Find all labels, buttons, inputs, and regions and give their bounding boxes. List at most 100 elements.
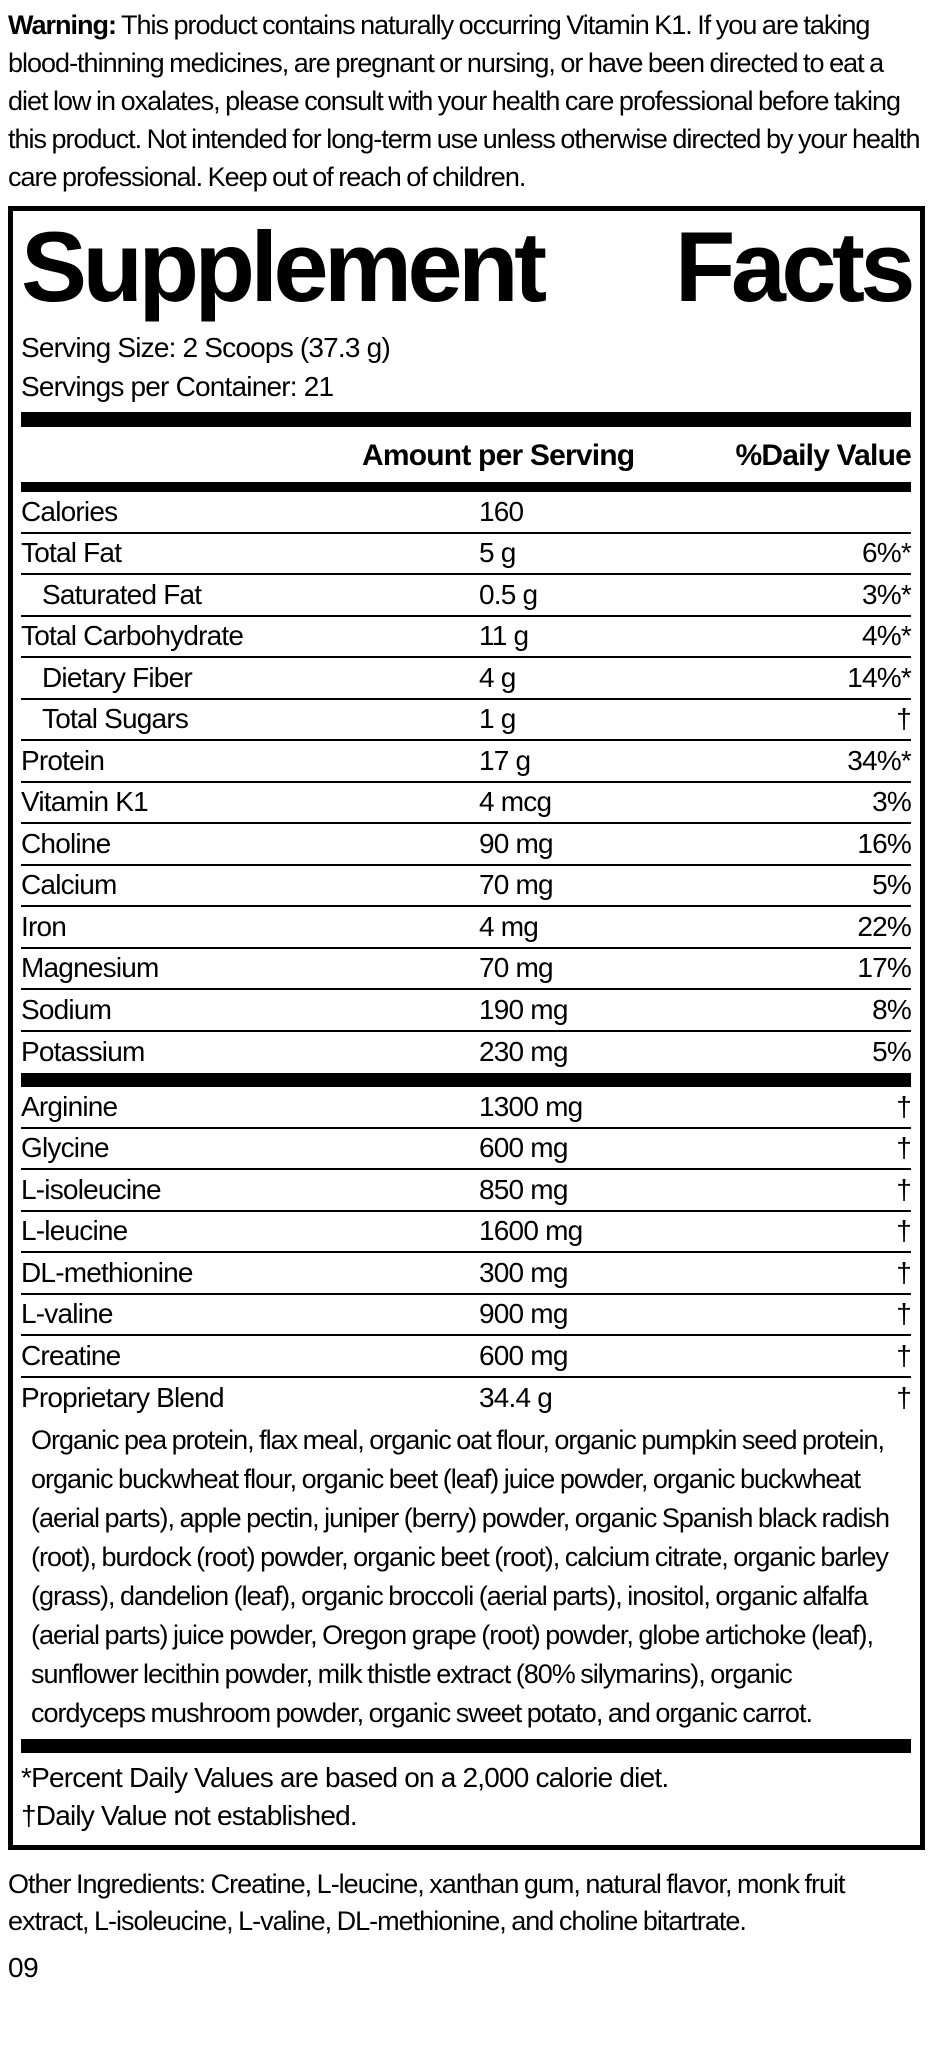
nutrient-daily-value: 14%* xyxy=(847,661,912,693)
nutrient-name: Iron xyxy=(21,910,67,942)
nutrient-name: Arginine xyxy=(21,1090,118,1122)
table-row: Calories 160 xyxy=(21,492,911,534)
nutrient-name: L-leucine xyxy=(21,1215,128,1247)
table-row: Choline 90 mg 16% xyxy=(21,824,912,866)
nutrient-amount: 1300 mg xyxy=(479,1090,583,1122)
nutrient-name: Choline xyxy=(21,827,111,859)
nutrient-amount: 70 mg xyxy=(479,869,554,901)
nutrient-amount: 1600 mg xyxy=(479,1215,583,1247)
warning-paragraph: Warning: This product contains naturally… xyxy=(8,6,925,196)
nutrient-daily-value: † xyxy=(896,1339,912,1371)
table-row: L-valine 900 mg † xyxy=(21,1295,912,1337)
nutrient-daily-value: 16% xyxy=(857,827,911,859)
nutrient-amount: 900 mg xyxy=(479,1298,568,1330)
divider-bar-medium xyxy=(21,482,911,493)
footnote-percent-daily-value: *Percent Daily Values are based on a 2,0… xyxy=(21,1762,669,1794)
table-row: Total Carbohydrate 11 g 4%* xyxy=(21,617,912,659)
nutrient-daily-value: † xyxy=(896,1132,912,1164)
proprietary-blend-description: Organic pea protein, flax meal, organic … xyxy=(31,1425,890,1729)
nutrient-amount: 190 mg xyxy=(479,993,568,1025)
table-row: L-isoleucine 850 mg † xyxy=(21,1170,912,1212)
nutrient-daily-value: † xyxy=(896,1298,912,1330)
nutrient-daily-value: † xyxy=(896,1173,912,1205)
nutrient-amount: 17 g xyxy=(479,744,531,776)
nutrient-name: Glycine xyxy=(21,1132,110,1164)
nutrient-amount: 160 xyxy=(479,495,524,527)
table-row: Iron 4 mg 22% xyxy=(21,907,912,949)
servings-per-container: Servings per Container: 21 xyxy=(21,371,334,403)
nutrient-amount: 0.5 g xyxy=(479,578,538,610)
nutrient-daily-value: † xyxy=(896,1382,912,1414)
supplement-facts-panel: Supplement Facts Serving Size: 2 Scoops … xyxy=(8,206,925,1851)
divider-bar-thick xyxy=(21,1073,911,1088)
nutrient-daily-value: 17% xyxy=(857,952,911,984)
nutrient-name: Total Carbohydrate xyxy=(21,620,244,652)
table-row: Proprietary Blend 34.4 g † xyxy=(21,1378,912,1420)
panel-title-word-left: Supplement xyxy=(21,211,547,322)
nutrient-amount: 600 mg xyxy=(479,1132,568,1164)
nutrient-amount: 4 mcg xyxy=(479,786,552,818)
table-row: Total Sugars 1 g † xyxy=(21,700,912,742)
nutrient-amount: 34.4 g xyxy=(479,1382,553,1414)
nutrient-name: Sodium xyxy=(21,993,112,1025)
nutrient-amount: 11 g xyxy=(479,620,529,652)
nutrient-daily-value: 22% xyxy=(857,910,911,942)
table-row: L-leucine 1600 mg † xyxy=(21,1212,912,1254)
table-row: Glycine 600 mg † xyxy=(21,1129,912,1171)
footnote-daily-value-not-established: †Daily Value not established. xyxy=(21,1800,358,1832)
table-row: Dietary Fiber 4 g 14%* xyxy=(21,658,912,700)
nutrient-name: Total Fat xyxy=(21,537,122,569)
nutrient-name: Creatine xyxy=(21,1339,121,1371)
nutrient-daily-value: 3%* xyxy=(862,578,912,610)
nutrient-daily-value: 3% xyxy=(872,786,912,818)
nutrient-name: Total Sugars xyxy=(42,703,189,735)
nutrient-amount: 4 mg xyxy=(479,910,539,942)
footnotes: *Percent Daily Values are based on a 2,0… xyxy=(21,1759,911,1835)
table-row: Total Fat 5 g 6%* xyxy=(21,534,912,576)
table-row: Arginine 1300 mg † xyxy=(21,1087,912,1129)
divider-bar-thick xyxy=(21,1739,911,1754)
other-ingredients: Other Ingredients: Creatine, L-leucine, … xyxy=(8,1869,846,1937)
serving-size: Serving Size: 2 Scoops (37.3 g) xyxy=(21,332,391,364)
table-row: Protein 17 g 34%* xyxy=(21,741,912,783)
column-header-daily-value: %Daily Value xyxy=(735,439,912,473)
table-row: DL-methionine 300 mg † xyxy=(21,1253,912,1295)
nutrient-daily-value: † xyxy=(896,1256,912,1288)
nutrient-daily-value: 6%* xyxy=(862,537,912,569)
panel-title-word-right: Facts xyxy=(674,211,916,322)
table-row: Sodium 190 mg 8% xyxy=(21,990,912,1032)
nutrient-name: Calories xyxy=(21,495,118,527)
nutrient-name: Protein xyxy=(21,744,105,776)
table-row: Saturated Fat 0.5 g 3%* xyxy=(21,575,912,617)
nutrient-name: Potassium xyxy=(21,1036,145,1068)
nutrient-name: Vitamin K1 xyxy=(21,786,149,818)
nutrient-amount: 70 mg xyxy=(479,952,554,984)
label-page: Warning: This product contains naturally… xyxy=(8,6,925,1984)
warning-text: This product contains naturally occurrin… xyxy=(8,10,921,192)
nutrient-amount: 850 mg xyxy=(479,1173,568,1205)
nutrient-daily-value: 8% xyxy=(872,993,912,1025)
nutrient-name: Saturated Fat xyxy=(42,578,202,610)
table-row: Creatine 600 mg † xyxy=(21,1336,912,1378)
nutrient-daily-value: 34%* xyxy=(847,744,912,776)
nutrient-amount: 90 mg xyxy=(479,827,554,859)
nutrient-daily-value: † xyxy=(896,1090,912,1122)
table-row: Potassium 230 mg 5% xyxy=(21,1032,912,1074)
page-code: 09 xyxy=(8,1952,39,1984)
nutrient-amount: 1 g xyxy=(479,703,516,735)
nutrient-daily-value: † xyxy=(896,703,912,735)
nutrient-daily-value: † xyxy=(896,1215,912,1247)
nutrient-name: Proprietary Blend xyxy=(21,1382,225,1414)
nutrient-amount: 230 mg xyxy=(479,1036,568,1068)
nutrient-rows: Calories 160 Total Fat 5 g 6%* Saturated… xyxy=(21,492,912,1074)
nutrient-amount: 600 mg xyxy=(479,1339,568,1371)
nutrient-daily-value: 5% xyxy=(872,1036,912,1068)
table-row: Magnesium 70 mg 17% xyxy=(21,949,912,991)
nutrient-amount: 5 g xyxy=(479,537,516,569)
nutrient-amount: 300 mg xyxy=(479,1256,568,1288)
nutrient-name: Dietary Fiber xyxy=(42,661,193,693)
nutrient-name: L-valine xyxy=(21,1298,113,1330)
nutrient-amount: 4 g xyxy=(479,661,516,693)
amino-acid-rows: Arginine 1300 mg † Glycine 600 mg † L-is… xyxy=(21,1087,912,1420)
column-header-amount: Amount per Serving xyxy=(362,439,635,473)
